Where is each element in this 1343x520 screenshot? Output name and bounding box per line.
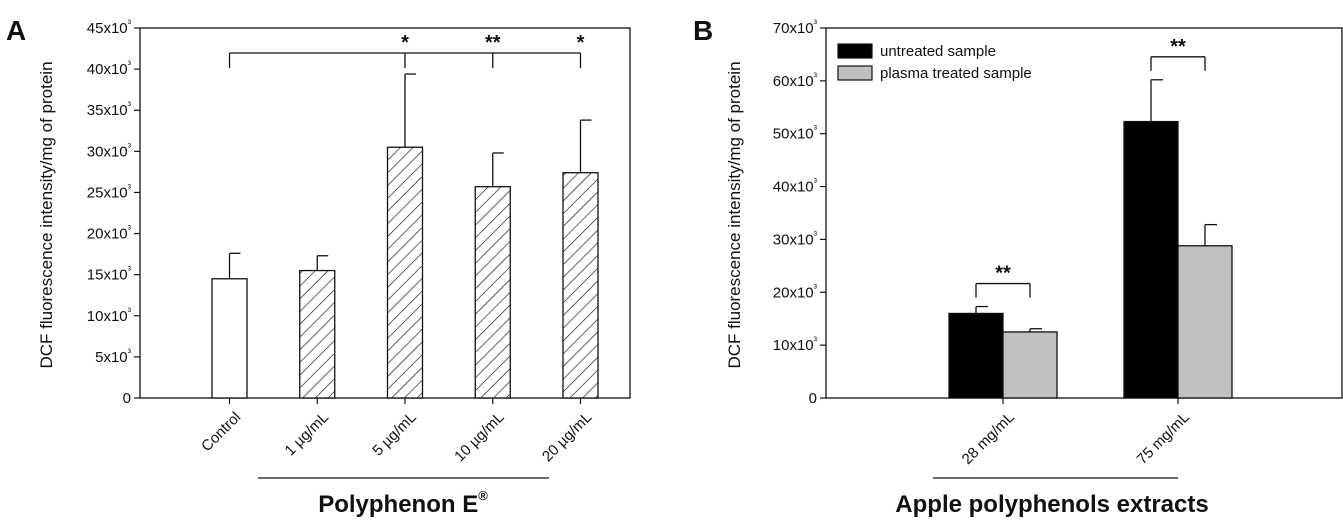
x-tick-label: 28 mg/mL — [959, 409, 1018, 468]
x-tick-label: 1 µg/mL — [282, 409, 333, 460]
y-tick-label: 40x10³ — [773, 178, 818, 196]
y-tick-label: 35x10³ — [87, 101, 132, 119]
panel-b-y-axis-label: DCF fluorescence intensity/mg of protein — [725, 61, 744, 368]
panel-a-group-label: Polyphenon E® — [318, 488, 488, 518]
significance-mark: ** — [1170, 36, 1186, 58]
panel-b-plot-frame — [825, 27, 1343, 399]
legend-swatch — [837, 65, 873, 81]
bar — [1177, 245, 1233, 399]
y-tick-label: 30x10³ — [87, 142, 132, 160]
significance-mark: ** — [995, 263, 1011, 285]
panel-b-chart: B DCF fluorescence intensity/mg of prote… — [693, 15, 1343, 518]
bar — [211, 278, 248, 399]
y-tick-label: 50x10³ — [773, 125, 818, 143]
x-tick-label: 5 µg/mL — [369, 409, 420, 460]
y-tick-label: 25x10³ — [87, 183, 132, 201]
y-tick-label: 30x10³ — [773, 230, 818, 248]
significance-mark: * — [577, 32, 585, 54]
y-tick-label: 60x10³ — [773, 72, 818, 90]
bar — [948, 312, 1004, 399]
y-tick-label: 20x10³ — [773, 283, 818, 301]
significance-mark: ** — [485, 32, 501, 54]
y-tick-label: 70x10³ — [773, 19, 818, 37]
x-tick-label: 10 µg/mL — [451, 409, 507, 465]
y-tick-label: 45x10³ — [87, 19, 132, 37]
x-tick-label: 20 µg/mL — [539, 409, 595, 465]
panel-b-group-label: Apple polyphenols extracts — [895, 491, 1208, 518]
legend-label: untreated sample — [880, 43, 996, 60]
bar — [1123, 120, 1179, 399]
y-tick-label: 10x10³ — [87, 307, 132, 325]
y-tick-label: 40x10³ — [87, 60, 132, 78]
y-tick-label: 5x10³ — [95, 348, 132, 366]
panel-a-label: A — [6, 15, 26, 46]
panel-a-chart: A DCF fluorescence intensity/mg of prote… — [6, 15, 631, 518]
panel-a-group-label-sup: ® — [478, 488, 488, 503]
bar — [299, 269, 336, 399]
panel-a-plot-frame — [139, 27, 631, 399]
x-tick-label: Control — [198, 409, 244, 455]
panel-b-label: B — [693, 15, 713, 46]
y-tick-label: 0 — [809, 390, 817, 407]
bar — [562, 172, 599, 399]
y-tick-label: 20x10³ — [87, 225, 132, 243]
bar — [474, 186, 511, 399]
bar — [1002, 331, 1058, 399]
x-tick-label: 75 mg/mL — [1134, 409, 1193, 468]
legend-label: plasma treated sample — [880, 65, 1032, 82]
significance-mark: * — [401, 32, 409, 54]
panel-a-group-label-text: Polyphenon E — [318, 491, 478, 518]
legend-swatch — [837, 43, 873, 59]
y-tick-label: 10x10³ — [773, 336, 818, 354]
y-tick-label: 15x10³ — [87, 266, 132, 284]
y-tick-label: 0 — [123, 390, 131, 407]
panel-a-y-axis-label: DCF fluorescence intensity/mg of protein — [37, 61, 56, 368]
bar — [386, 146, 424, 399]
